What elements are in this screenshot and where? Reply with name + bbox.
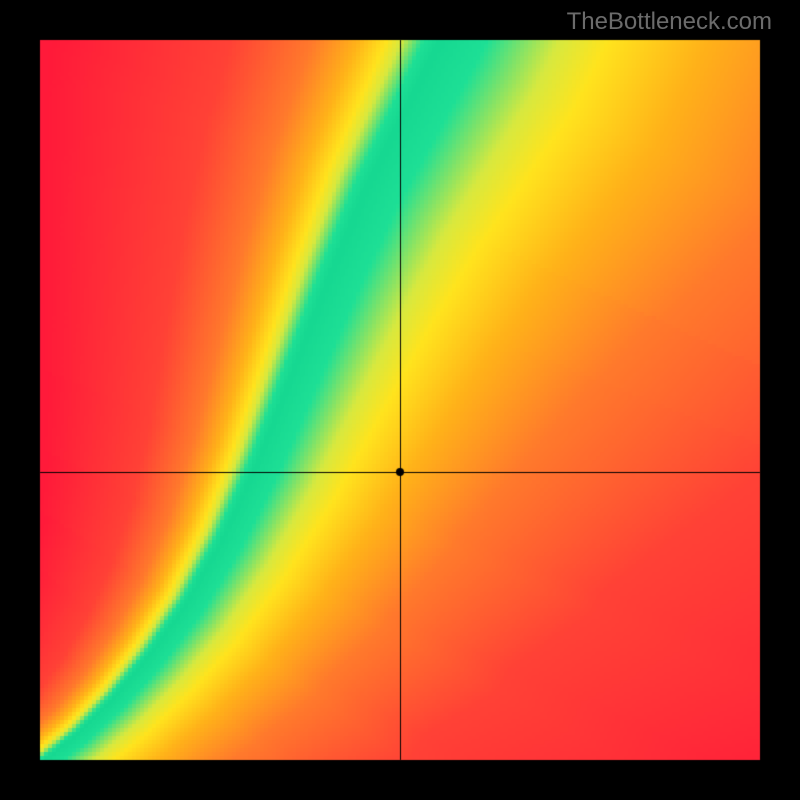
bottleneck-heatmap [0, 0, 800, 800]
watermark-text: TheBottleneck.com [567, 8, 772, 36]
